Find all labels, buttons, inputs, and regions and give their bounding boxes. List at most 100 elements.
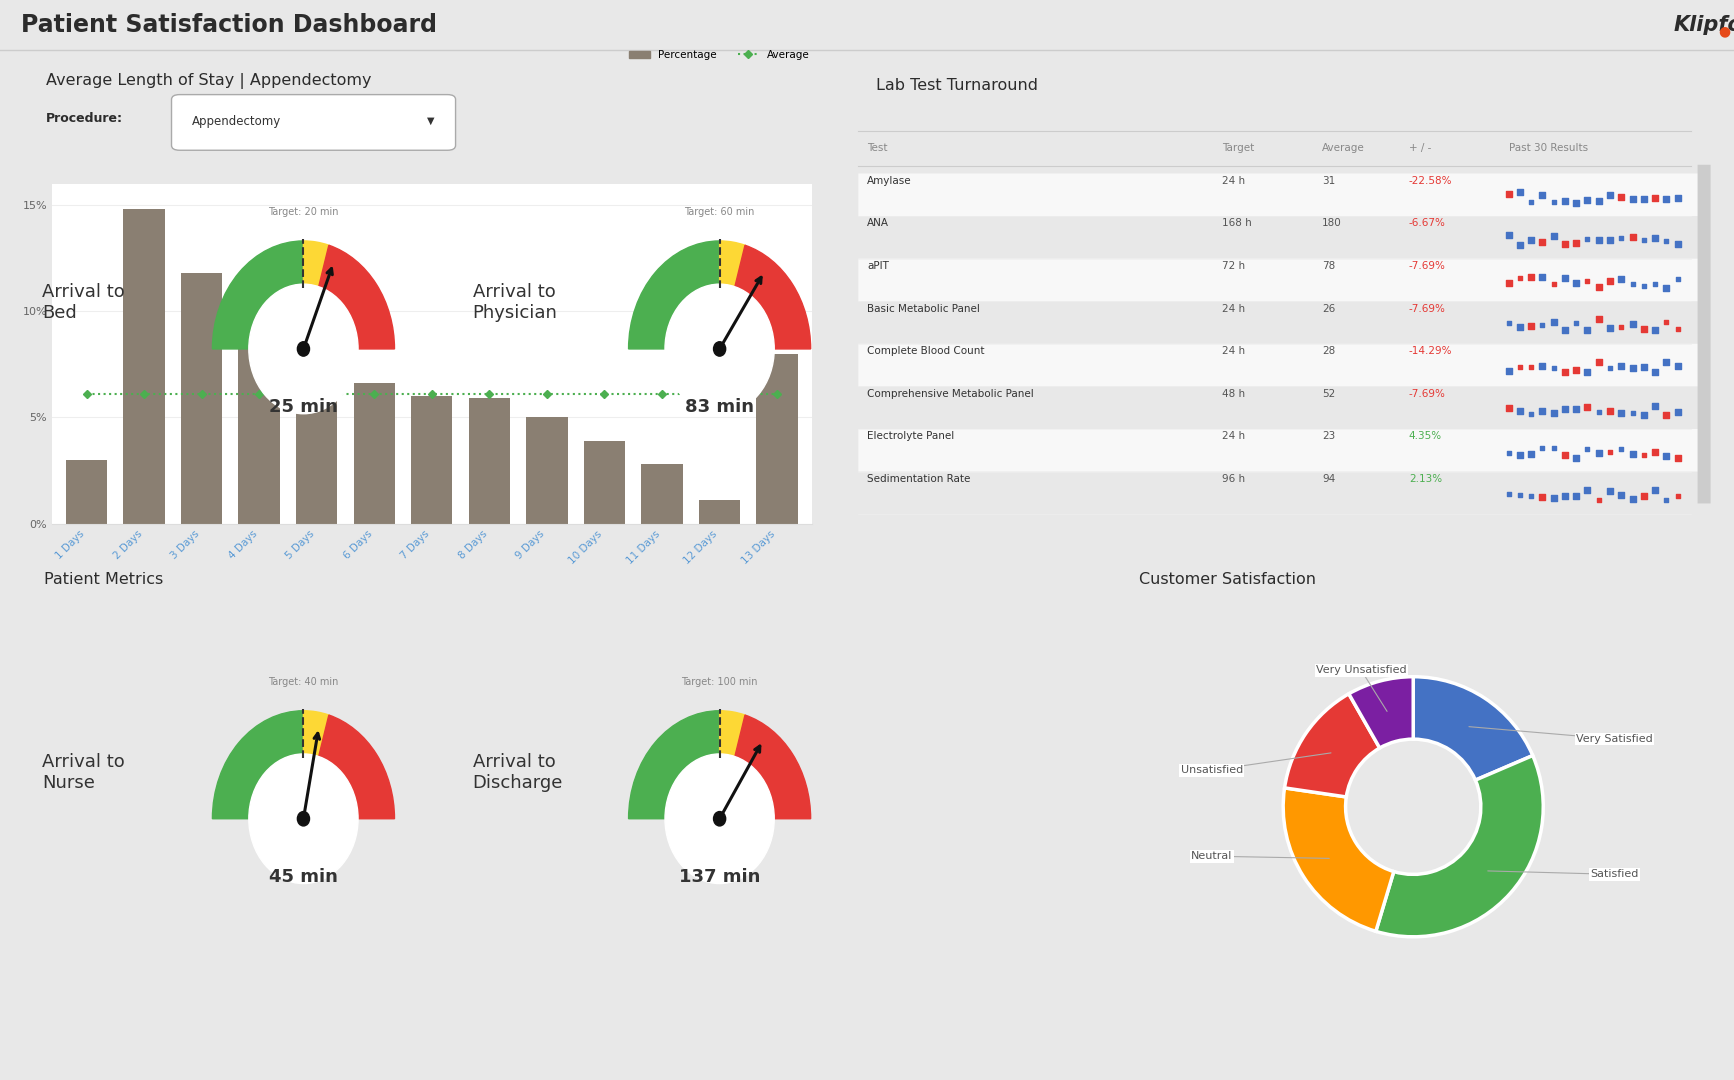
Point — [1597, 320, 1625, 337]
Text: Customer Satisfaction: Customer Satisfaction — [1139, 572, 1316, 588]
Point — [1495, 227, 1522, 244]
Point — [1585, 404, 1613, 421]
Point — [1653, 279, 1680, 296]
Point — [1630, 321, 1658, 338]
Bar — [297, 355, 338, 524]
Text: Arrival to
Bed: Arrival to Bed — [42, 283, 125, 322]
Wedge shape — [303, 711, 329, 756]
Circle shape — [298, 341, 310, 356]
Point — [1495, 444, 1522, 461]
Point — [1620, 360, 1647, 377]
Point — [1562, 400, 1590, 417]
Circle shape — [298, 811, 310, 826]
Point — [1505, 447, 1535, 464]
Point — [1585, 354, 1613, 372]
Point — [1505, 183, 1535, 200]
Point — [1620, 228, 1647, 245]
Point — [1562, 487, 1590, 504]
Point — [1540, 489, 1568, 507]
Wedge shape — [628, 711, 720, 819]
Text: 180: 180 — [1323, 218, 1342, 229]
Point — [1640, 397, 1668, 415]
Point — [1495, 314, 1522, 332]
Text: Sedimentation Rate: Sedimentation Rate — [867, 474, 971, 484]
Text: 52: 52 — [1323, 389, 1335, 399]
Text: Satisfied: Satisfied — [1488, 869, 1639, 879]
Text: Amylase: Amylase — [867, 176, 912, 186]
Point — [1607, 229, 1635, 246]
Point — [1574, 364, 1602, 381]
Point — [1640, 275, 1668, 293]
Text: Unsatisfied: Unsatisfied — [1181, 753, 1332, 775]
Point — [1630, 191, 1658, 208]
Point — [1597, 187, 1625, 204]
Point — [1665, 404, 1692, 421]
Bar — [123, 210, 165, 524]
Text: 78: 78 — [1323, 261, 1335, 271]
Point — [1607, 357, 1635, 375]
Point — [1505, 269, 1535, 286]
Text: Arrival to
Discharge: Arrival to Discharge — [472, 753, 564, 792]
Point — [1665, 487, 1692, 504]
Point — [1550, 235, 1578, 253]
Bar — [468, 399, 510, 524]
Text: 72 h: 72 h — [1222, 261, 1245, 271]
Point — [1585, 444, 1613, 461]
Point — [1562, 362, 1590, 379]
Point — [1653, 447, 1680, 464]
Text: 94: 94 — [1323, 474, 1335, 484]
Point — [1529, 233, 1557, 251]
Point — [1550, 321, 1578, 338]
Wedge shape — [720, 711, 746, 756]
Text: -22.58%: -22.58% — [1408, 176, 1453, 186]
Point — [1597, 231, 1625, 248]
Point — [1620, 490, 1647, 508]
Point — [1550, 269, 1578, 286]
Text: 4.35%: 4.35% — [1408, 431, 1443, 442]
Text: 45 min: 45 min — [269, 868, 338, 886]
Point — [1540, 440, 1568, 457]
Point — [1495, 363, 1522, 380]
Point — [1529, 187, 1557, 204]
FancyBboxPatch shape — [858, 343, 1699, 387]
Text: Average: Average — [1323, 143, 1365, 153]
Point — [1640, 322, 1668, 339]
Point — [1540, 227, 1568, 244]
Text: 96 h: 96 h — [1222, 474, 1245, 484]
Text: Patient Satisfaction Dashboard: Patient Satisfaction Dashboard — [21, 13, 437, 38]
Bar — [239, 296, 279, 524]
Point — [1620, 275, 1647, 293]
Text: ●: ● — [1718, 25, 1731, 39]
Wedge shape — [212, 711, 303, 819]
Point — [1574, 322, 1602, 339]
Point — [1640, 444, 1668, 461]
Text: 24 h: 24 h — [1222, 431, 1245, 442]
Point — [1607, 405, 1635, 422]
Point — [1517, 405, 1545, 422]
Bar — [525, 418, 567, 524]
Point — [1562, 234, 1590, 252]
Point — [1665, 235, 1692, 253]
Point — [1640, 481, 1668, 498]
Point — [1585, 193, 1613, 211]
Point — [1585, 279, 1613, 296]
Point — [1585, 311, 1613, 328]
Text: Comprehensive Metabolic Panel: Comprehensive Metabolic Panel — [867, 389, 1033, 399]
Point — [1562, 194, 1590, 212]
Point — [1550, 487, 1578, 504]
Text: Arrival to
Nurse: Arrival to Nurse — [42, 753, 125, 792]
Point — [1540, 275, 1568, 293]
Point — [1653, 491, 1680, 509]
Point — [1574, 191, 1602, 208]
Circle shape — [714, 341, 725, 356]
Text: Past 30 Results: Past 30 Results — [1509, 143, 1588, 153]
Text: Lab Test Turnaround: Lab Test Turnaround — [876, 78, 1037, 93]
Text: + / -: + / - — [1408, 143, 1431, 153]
Point — [1517, 269, 1545, 286]
Point — [1529, 316, 1557, 334]
Circle shape — [714, 811, 725, 826]
Point — [1505, 319, 1535, 336]
Text: 2.13%: 2.13% — [1408, 474, 1443, 484]
Point — [1620, 445, 1647, 462]
Point — [1630, 278, 1658, 295]
